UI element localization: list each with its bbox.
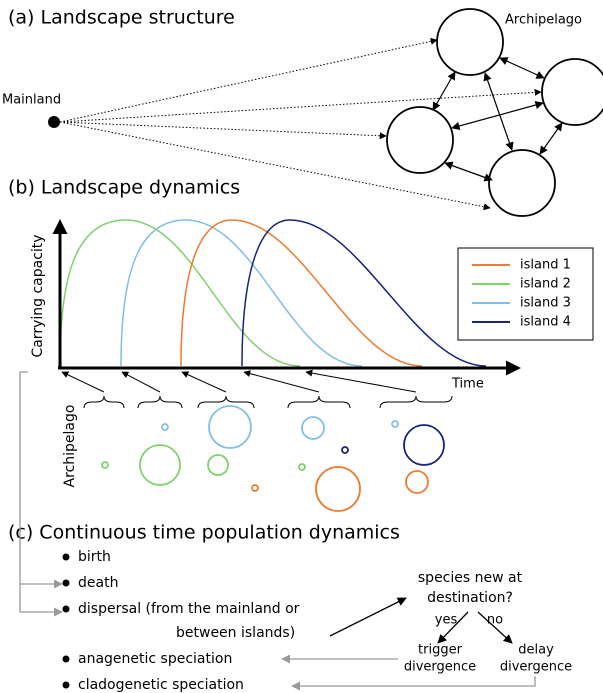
decision-arrows [329,597,513,644]
outcome: trigger [418,643,463,658]
process-item: between islands) [176,625,295,641]
islands [386,8,603,217]
bullet [62,605,70,613]
panel-title: (c) Continuous time population dynamics [8,522,400,544]
legend-label: island 3 [520,296,571,311]
panel-title: (a) Landscape structure [8,7,235,29]
dispersal-lines [59,37,542,211]
bullet [62,553,70,561]
island-snapshot [139,444,181,486]
island-snapshot [207,454,229,476]
island-snapshot [301,416,325,440]
mainland-dot [48,116,60,128]
island-snapshot [391,420,399,428]
outcome: delay [518,643,554,658]
process-item: anagenetic speciation [78,651,232,667]
grey-links [19,371,536,691]
panel-title: (b) Landscape dynamics [8,177,240,199]
process-item: dispersal (from the mainland or [78,601,300,617]
bullet [62,681,70,689]
island-snapshot [298,463,306,471]
capacity-curve [180,219,423,367]
label: Mainland [2,93,61,108]
label: Archipelago [505,13,582,28]
branch-label: yes [435,613,458,628]
capacity-curve [241,219,487,367]
bullet [62,655,70,663]
axis-label: Time [451,377,484,392]
island-snapshot [405,470,429,494]
process-item: cladogenetic speciation [78,677,244,693]
question: species new at [418,570,523,586]
time-arrows [61,369,417,393]
outcome: divergence [500,660,572,675]
legend-label: island 4 [520,315,571,330]
legend-box [457,247,594,341]
island-snapshot [251,484,259,492]
axis-label: Carrying capacity [30,234,46,357]
outcome: divergence [404,660,476,675]
capacity-curve [120,219,363,367]
legend-label: island 1 [520,258,571,273]
island-links [432,57,563,182]
braces [83,395,453,409]
island-snapshot [403,424,445,466]
island-snapshot [208,405,252,449]
island-snapshot [161,423,169,431]
island-snapshot [101,461,109,469]
label: Archipelago [62,405,78,488]
question: destination? [427,590,513,606]
branch-label: no [487,613,503,628]
process-item: birth [78,549,111,565]
process-item: death [78,575,118,591]
bullet [62,579,70,587]
island-snapshot [315,466,361,512]
capacity-curve [59,219,301,367]
island-snapshot [341,446,349,454]
legend-label: island 2 [520,277,571,292]
